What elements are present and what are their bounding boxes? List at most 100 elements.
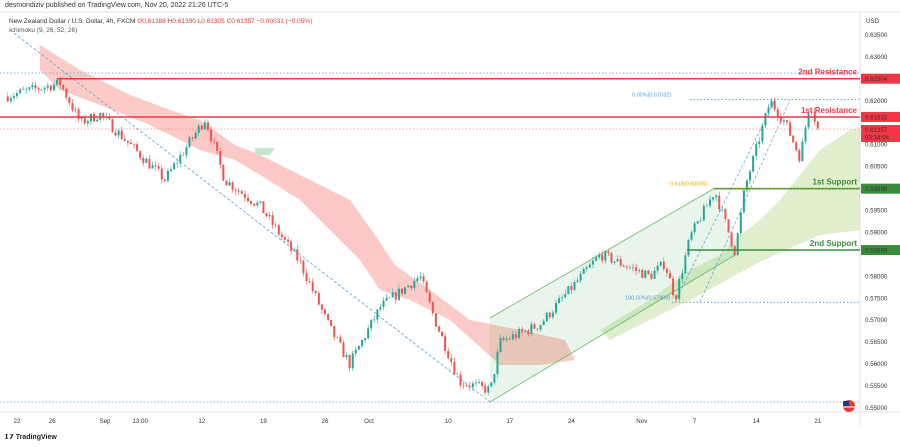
level-price: 0.61632 bbox=[865, 114, 888, 121]
candle-body bbox=[250, 201, 253, 204]
candle-body bbox=[206, 122, 209, 130]
symbol-name[interactable]: New Zealand Dollar / U.S. Dollar, 4h, FX… bbox=[9, 18, 136, 25]
level-label: 2nd Resistance bbox=[798, 68, 857, 77]
candle-body bbox=[274, 224, 277, 226]
candle-body bbox=[367, 328, 370, 339]
candle-body bbox=[351, 353, 354, 369]
candle-body bbox=[761, 125, 764, 142]
downtrend-line[interactable] bbox=[9, 29, 491, 403]
candle-body bbox=[749, 171, 752, 181]
candle-body bbox=[200, 125, 203, 129]
candle-body bbox=[151, 165, 154, 169]
candle-body bbox=[129, 142, 132, 145]
candle-body bbox=[724, 209, 727, 220]
candle-body bbox=[434, 313, 437, 327]
level-price: 0.59998 bbox=[865, 186, 888, 193]
candle-body bbox=[505, 338, 508, 340]
candle-body bbox=[364, 338, 367, 341]
candle-body bbox=[502, 337, 505, 340]
candle-body bbox=[570, 286, 573, 291]
y-tick-label: 0.63000 bbox=[865, 54, 888, 61]
candle-body bbox=[339, 337, 342, 343]
candle-body bbox=[370, 319, 373, 329]
x-tick-label: 7 bbox=[693, 418, 697, 425]
candle-body bbox=[718, 195, 721, 210]
candle-body bbox=[742, 190, 745, 213]
candle-body bbox=[170, 169, 172, 171]
candle-body bbox=[65, 89, 68, 98]
candle-body bbox=[308, 281, 311, 283]
candle-body bbox=[499, 337, 502, 352]
candle-body bbox=[37, 88, 40, 90]
candle-body bbox=[496, 351, 499, 375]
candle-body bbox=[715, 195, 718, 198]
x-tick-label: 21 bbox=[814, 418, 821, 425]
candle-body bbox=[745, 180, 748, 191]
candle-body bbox=[468, 385, 471, 388]
candle-body bbox=[659, 261, 662, 266]
candle-body bbox=[253, 203, 256, 206]
candle-body bbox=[317, 292, 320, 305]
fib-trend-line[interactable] bbox=[674, 99, 776, 303]
candle-body bbox=[801, 141, 804, 162]
candle-body bbox=[696, 221, 699, 224]
fib-label: 0.618(0.60005) bbox=[670, 181, 707, 187]
flag-icon[interactable] bbox=[843, 400, 855, 412]
x-tick-label: 13:00 bbox=[132, 418, 148, 425]
y-tick-label: 0.59000 bbox=[865, 229, 888, 236]
candle-body bbox=[216, 141, 219, 152]
x-tick-label: 10 bbox=[445, 418, 452, 425]
candle-body bbox=[678, 279, 681, 300]
fib-trend-line-2[interactable] bbox=[699, 99, 791, 303]
candle-body bbox=[197, 125, 200, 133]
candle-body bbox=[43, 87, 46, 90]
y-tick-label: 0.63500 bbox=[865, 32, 888, 39]
candle-body bbox=[176, 163, 179, 164]
candle-body bbox=[271, 215, 274, 225]
currency-label: USD bbox=[866, 18, 880, 25]
candle-body bbox=[283, 237, 286, 240]
candle-body bbox=[240, 191, 243, 194]
candle-body bbox=[185, 147, 188, 156]
candle-body bbox=[493, 374, 496, 383]
candle-body bbox=[607, 251, 610, 254]
candle-body bbox=[798, 150, 801, 162]
candle-body bbox=[345, 355, 348, 358]
y-tick-label: 0.61000 bbox=[865, 142, 888, 149]
candle-body bbox=[225, 180, 228, 186]
candle-body bbox=[795, 142, 798, 151]
candle-body bbox=[117, 130, 120, 136]
candle-body bbox=[145, 158, 148, 163]
candle-body bbox=[56, 79, 59, 85]
tradingview-logo[interactable]: 𝟭𝟳 TradingView bbox=[4, 434, 57, 441]
candle-body bbox=[588, 264, 591, 268]
candle-body bbox=[518, 328, 521, 338]
candle-body bbox=[582, 268, 585, 274]
candle-body bbox=[524, 330, 527, 332]
y-tick-label: 0.55500 bbox=[865, 383, 888, 390]
candle-body bbox=[656, 265, 659, 271]
candle-body bbox=[450, 358, 453, 362]
candle-body bbox=[625, 266, 628, 268]
ichimoku-indicator-label[interactable]: Ichimoku (9, 26, 52, 26) bbox=[9, 27, 78, 34]
candle-body bbox=[542, 321, 545, 325]
candle-body bbox=[302, 260, 305, 274]
candle-body bbox=[558, 298, 561, 303]
candle-body bbox=[684, 255, 687, 274]
candle-body bbox=[487, 386, 490, 393]
candle-body bbox=[256, 202, 259, 206]
candle-body bbox=[807, 112, 810, 128]
candle-body bbox=[727, 219, 730, 233]
candle-body bbox=[16, 93, 18, 97]
bottom-price-label: 0.55000 bbox=[865, 405, 888, 412]
candle-body bbox=[133, 144, 136, 145]
bar-countdown: 03:34:04 bbox=[865, 135, 890, 142]
candle-body bbox=[231, 182, 234, 190]
candle-body bbox=[314, 290, 317, 293]
x-tick-label: 19 bbox=[260, 418, 267, 425]
x-tick-label: Oct bbox=[364, 418, 374, 425]
channel-lower-line[interactable] bbox=[489, 254, 736, 403]
candle-body bbox=[616, 258, 619, 262]
candle-body bbox=[111, 119, 114, 133]
